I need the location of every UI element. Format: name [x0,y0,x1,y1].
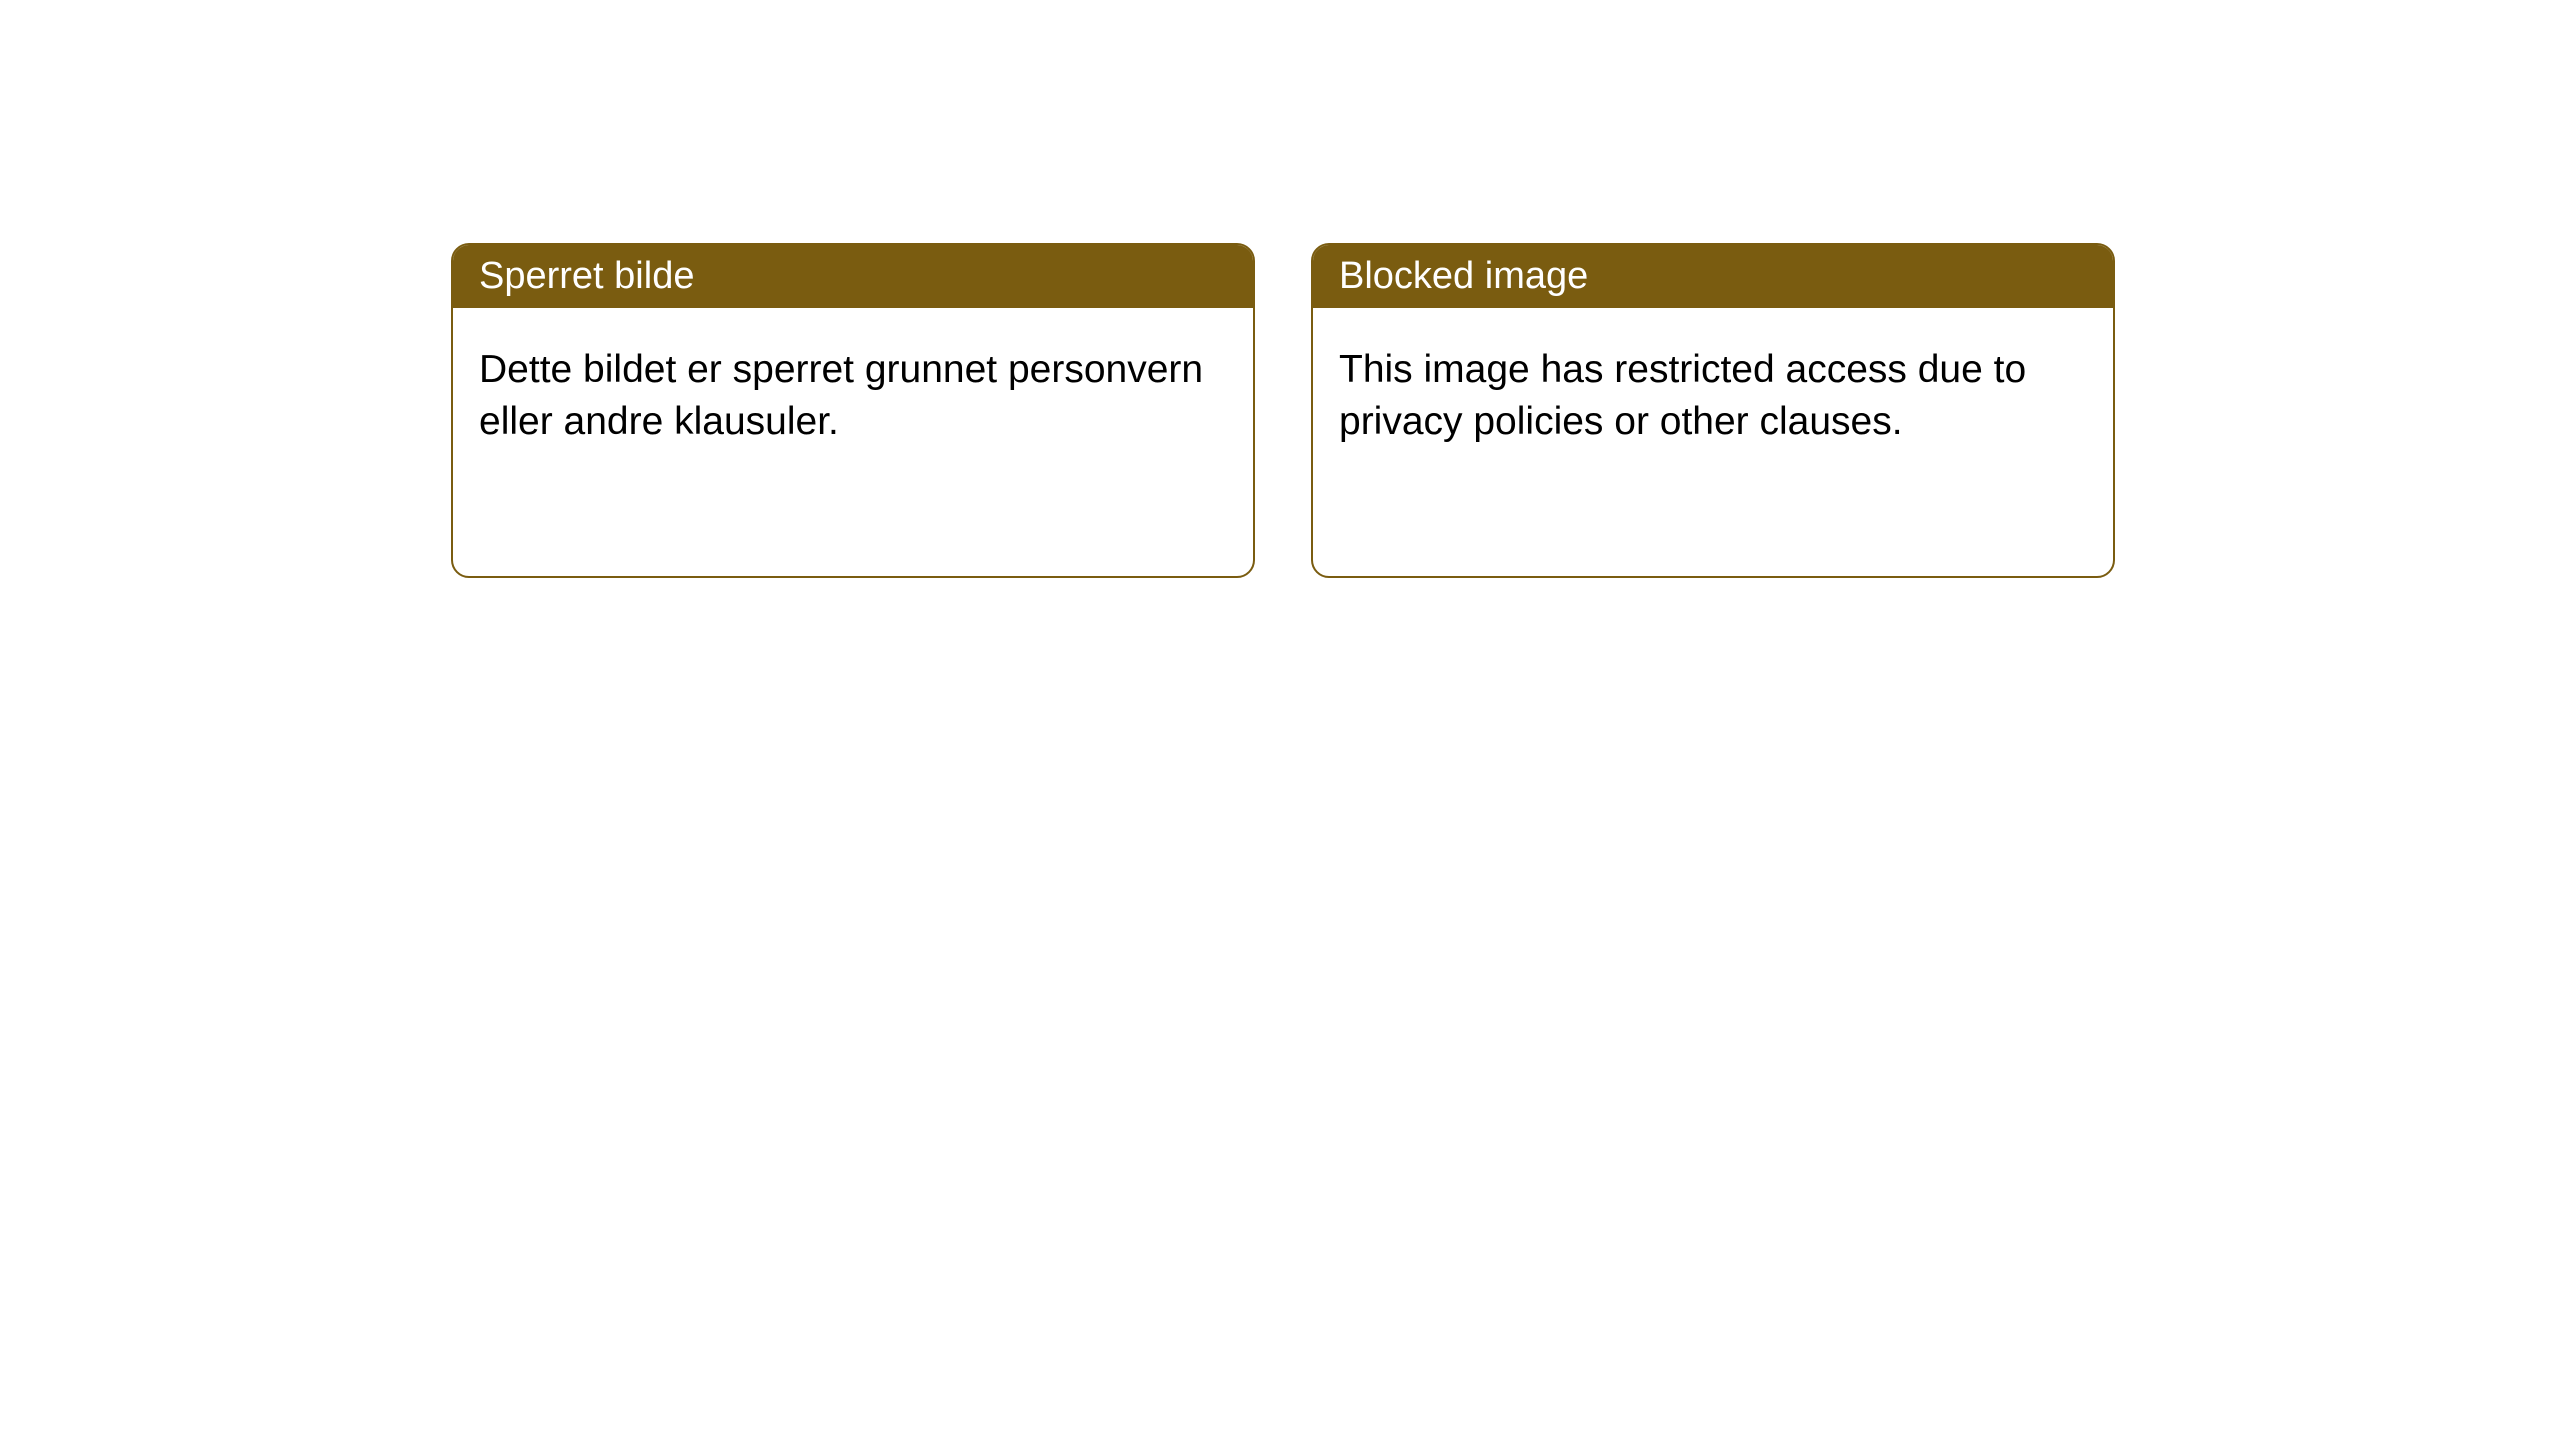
blocked-image-card-english: Blocked image This image has restricted … [1311,243,2115,578]
card-title: Sperret bilde [453,245,1253,308]
card-body-text: This image has restricted access due to … [1313,308,2113,485]
card-title: Blocked image [1313,245,2113,308]
blocked-image-card-norwegian: Sperret bilde Dette bildet er sperret gr… [451,243,1255,578]
card-body-text: Dette bildet er sperret grunnet personve… [453,308,1253,485]
cards-container: Sperret bilde Dette bildet er sperret gr… [451,243,2115,578]
